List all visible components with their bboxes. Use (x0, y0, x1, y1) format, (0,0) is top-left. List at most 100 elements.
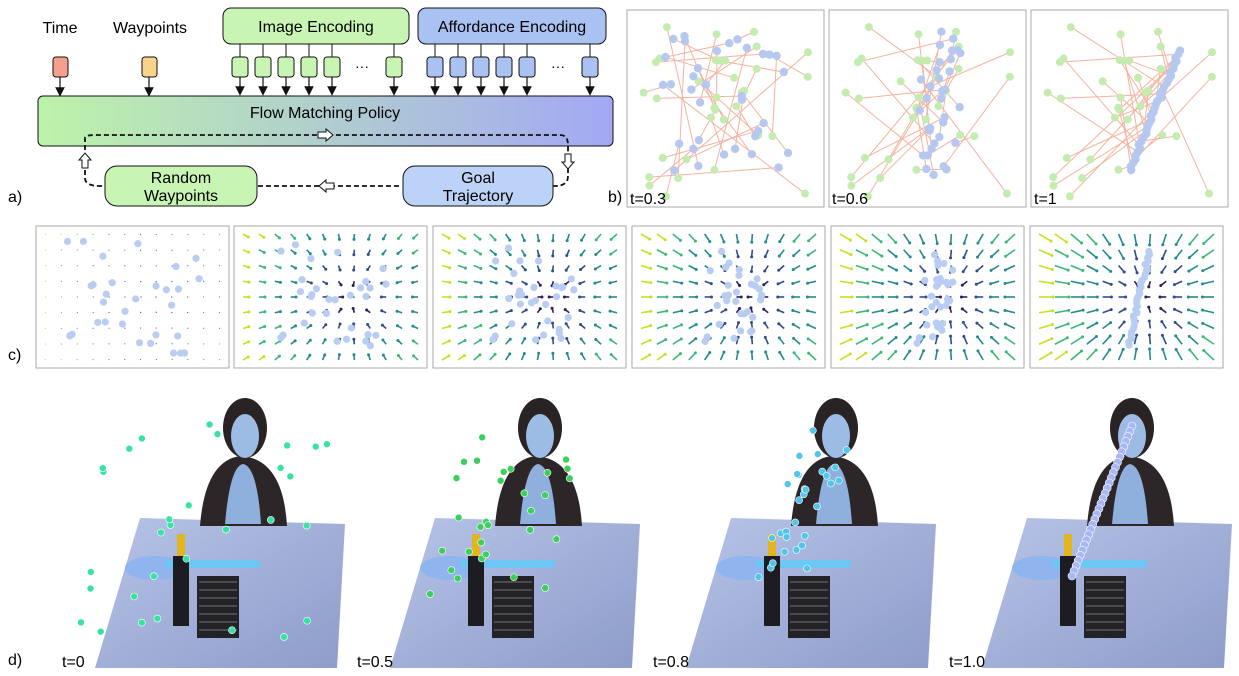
vector-arrow (60, 359, 63, 361)
vector-arrow-head (1160, 257, 1164, 261)
vector-arrow-head (609, 353, 613, 357)
correspondence-line (1063, 58, 1140, 146)
vector-arrow-head (565, 254, 569, 258)
person-torso (225, 464, 261, 524)
sample-point (333, 337, 341, 345)
vector-arrow-head (806, 253, 810, 257)
loop-arrow-right-icon (317, 127, 334, 143)
vector-arrow-head (1094, 335, 1098, 339)
vector-arrow (656, 353, 666, 361)
vector-arrow-head (294, 324, 298, 328)
sample-point (169, 349, 178, 357)
vector-arrow-head (594, 253, 598, 257)
vector-arrow (1161, 249, 1168, 259)
panel-a-label: a) (8, 189, 22, 206)
subplot-frame (1030, 9, 1229, 208)
vector-arrow-head (1122, 334, 1126, 338)
sample-point (192, 254, 200, 262)
waypoint (792, 546, 801, 554)
vector-arrow-head (850, 281, 854, 285)
sample-point (366, 284, 374, 292)
sample-point (735, 266, 743, 274)
waypoint (520, 489, 529, 498)
sample-point (362, 292, 370, 301)
vector-arrow (1038, 233, 1052, 242)
vector-arrow (808, 233, 817, 242)
vector-arrow-head (1174, 334, 1178, 338)
vector-arrow-head (366, 322, 370, 326)
loop-dashed-path-lower-right (553, 168, 569, 187)
vector-arrow-head (695, 295, 699, 299)
vector-arrow-head (309, 267, 313, 271)
rack (1084, 576, 1126, 638)
rack (492, 576, 534, 638)
vector-arrow-head (464, 309, 468, 313)
source-point (1156, 64, 1165, 73)
image-encoding-label: Image Encoding (258, 19, 374, 36)
vector-arrow-head (1202, 241, 1206, 245)
vector-arrow-head (805, 295, 809, 299)
source-point (712, 93, 721, 102)
vector-arrow (807, 323, 817, 330)
vector-arrow (1038, 264, 1053, 271)
sample-point (108, 279, 116, 287)
vector-arrow (76, 343, 78, 345)
vector-arrow-head (608, 309, 612, 313)
sample-point (915, 334, 923, 342)
vector-arrow (124, 280, 126, 283)
vector-arrow-head (749, 306, 753, 310)
vector-arrow-head (680, 281, 684, 285)
vector-arrow-head (976, 349, 980, 353)
vector-arrow-head (1124, 295, 1128, 299)
vector-arrow (1102, 280, 1112, 286)
vector-arrow-head (648, 353, 652, 357)
correspondence-line (771, 55, 778, 137)
vector-arrow (839, 310, 852, 314)
vector-arrow (1102, 335, 1111, 345)
waypoint (566, 474, 574, 483)
sample-point (747, 328, 755, 336)
vector-arrow-head (865, 323, 869, 327)
vector-arrow (807, 338, 817, 345)
vector-arrow-head (411, 324, 415, 328)
vector-field-frame-4 (631, 225, 826, 369)
vector-arrow-head (1081, 282, 1085, 286)
vector-arrow (1070, 280, 1084, 285)
source-point (1005, 72, 1014, 81)
source-point (710, 103, 719, 112)
vector-arrow (1188, 309, 1199, 314)
vector-arrow (640, 324, 651, 330)
vector-arrow-head (849, 337, 853, 341)
waypoint (795, 496, 803, 504)
target-point (759, 118, 768, 128)
vector-arrow (218, 343, 221, 345)
sample-point (121, 307, 129, 315)
correspondence-line (736, 105, 756, 137)
source-point (712, 30, 721, 39)
scene-time-label: t=0.8 (653, 654, 689, 671)
vector-arrow-head (1202, 349, 1206, 353)
vector-arrow-head (879, 240, 883, 244)
vector-arrow-head (578, 308, 582, 312)
vector-arrow-head (708, 239, 712, 243)
vector-arrow-head (263, 310, 267, 314)
source-point (645, 181, 654, 190)
vector-arrow-head (1081, 295, 1085, 299)
correspondence-line (656, 95, 742, 99)
waypoint (795, 452, 804, 460)
vector-arrow-head (1172, 307, 1176, 311)
stand (468, 556, 484, 626)
target-point (747, 149, 756, 159)
sample-point (758, 291, 766, 299)
vector-arrow-head (990, 241, 994, 245)
vector-arrow (1102, 249, 1111, 259)
vector-arrow-head (680, 267, 684, 271)
vector-arrow-head (608, 281, 612, 285)
vector-arrow (871, 249, 883, 257)
vector-arrow-head (563, 308, 567, 312)
vector-arrow (656, 310, 667, 314)
vector-arrow-head (508, 352, 512, 356)
panel-a: Time Waypoints Image Encoding ··· Afford… (8, 7, 614, 207)
target-point (923, 151, 932, 160)
source-point (652, 94, 661, 103)
